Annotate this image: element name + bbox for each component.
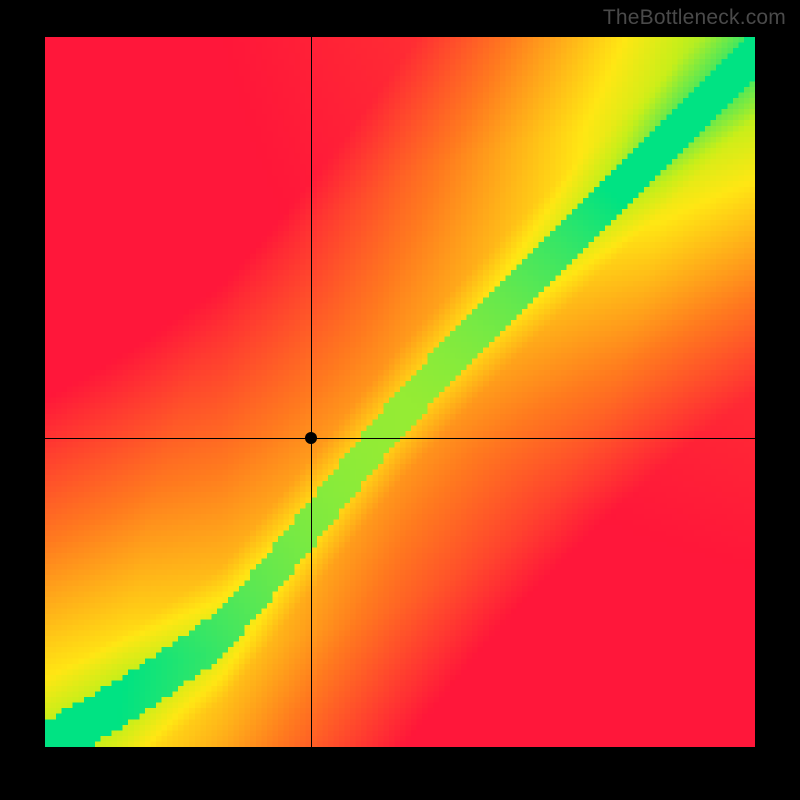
heatmap-plot-area [45, 37, 755, 747]
selection-marker-dot [305, 432, 317, 444]
watermark-text: TheBottleneck.com [603, 6, 786, 30]
crosshair-vertical-line [311, 37, 312, 747]
crosshair-horizontal-line [45, 438, 755, 439]
bottleneck-heatmap-canvas [45, 37, 755, 747]
